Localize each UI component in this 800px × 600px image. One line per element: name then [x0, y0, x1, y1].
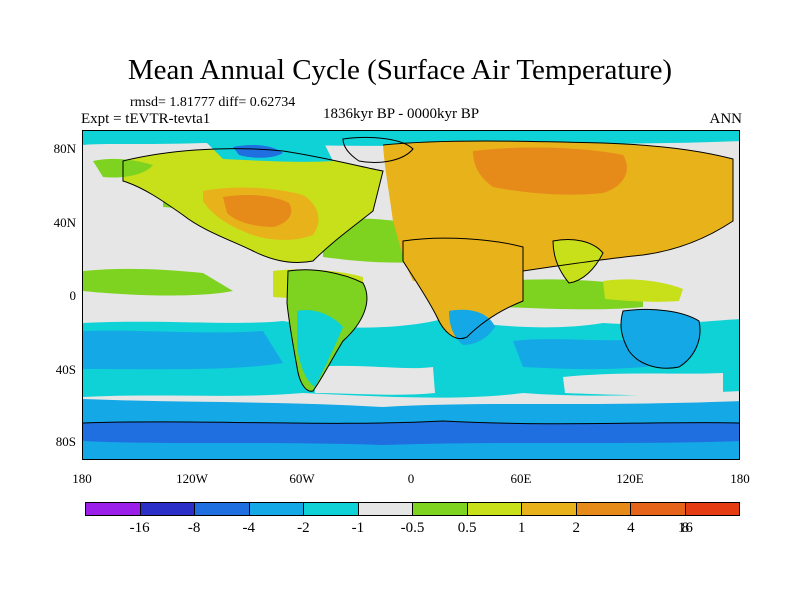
colorbar-box [522, 503, 577, 515]
coastline-india [552, 239, 604, 284]
colorbar-box [249, 503, 304, 515]
lat-label-80s: 80S [55, 434, 76, 449]
colorbar-label: 2 [572, 520, 581, 536]
coastline-greenland [342, 136, 414, 163]
lat-label-40n: 40N [53, 215, 76, 230]
lon-label-60e: 60E [510, 471, 532, 486]
colorbar-box [413, 503, 468, 515]
colorbar-label: 1 [517, 520, 526, 536]
coastline-south-america [286, 269, 368, 392]
canadian-arctic-blue [233, 145, 283, 158]
colorbar [85, 502, 740, 516]
lat-label-equator: 0 [69, 288, 77, 303]
coastline-australia [620, 308, 701, 369]
experiment-label: Expt = tEVTR-tevta1 [81, 111, 211, 127]
stats-text: rmsd= 1.81777 diff= 0.62734 [130, 95, 296, 110]
colorbar-box [358, 503, 413, 515]
season-label: ANN [709, 111, 743, 127]
lon-label-180e: 180 [730, 471, 750, 486]
colorbar-label: 8 [681, 520, 690, 536]
indian-ocean-blue [513, 339, 653, 370]
lon-label-120w: 120W [176, 471, 208, 486]
colorbar-box [195, 503, 250, 515]
lon-label-120e: 120E [616, 471, 644, 486]
lat-label-40s: 40S [55, 362, 76, 377]
south-africa-cyan [449, 309, 495, 345]
south-america-cyan [297, 309, 343, 387]
colorbar-box [631, 503, 686, 515]
period-label: 1836kyr BP - 0000kyr BP [323, 106, 480, 122]
coastline-eurasia [382, 140, 734, 272]
colorbar-label: -16 [129, 520, 150, 536]
colorbar-label: -2 [297, 520, 310, 536]
lat-label-80n: 80N [53, 141, 76, 156]
coastline-africa [402, 237, 524, 339]
colorbar-label: 0.5 [457, 520, 477, 536]
lon-label-0: 0 [407, 471, 415, 486]
coastlines [83, 136, 739, 425]
colorbar-box [467, 503, 522, 515]
map-canvas [83, 131, 739, 459]
colorbar-label: -0.5 [400, 520, 425, 536]
india-green [553, 239, 603, 283]
lon-label-180w: 180 [72, 471, 92, 486]
colorbar-box [304, 503, 359, 515]
north-america-dark-orange [223, 195, 292, 227]
colorbar-label: -4 [242, 520, 256, 536]
colorbar-label: 4 [627, 520, 635, 536]
colorbar-box [140, 503, 195, 515]
siberia-dark-orange [473, 147, 627, 195]
antarctica-coast [83, 421, 739, 445]
north-africa-orange [403, 238, 523, 339]
australia-blue [621, 309, 701, 369]
south-atlantic-neutral [563, 373, 723, 396]
map-title: Mean Annual Cycle (Surface Air Temperatu… [127, 54, 673, 86]
colorbar-box [685, 503, 739, 515]
colorbar-label: -8 [187, 520, 201, 536]
southern-blue-band [83, 330, 283, 370]
colorbar-box [86, 503, 141, 515]
colorbar-label: 16 [677, 520, 693, 536]
lon-label-60w: 60W [289, 471, 315, 486]
south-pacific-neutral [313, 365, 435, 395]
indonesia-yellow-green [603, 279, 683, 302]
colorbar-box [576, 503, 631, 515]
temperature-map [82, 130, 740, 460]
colorbar-label: -1 [351, 520, 365, 536]
coastline-north-america [122, 148, 384, 264]
north-pacific-green [83, 268, 233, 296]
coastline-antarctica [83, 420, 739, 425]
